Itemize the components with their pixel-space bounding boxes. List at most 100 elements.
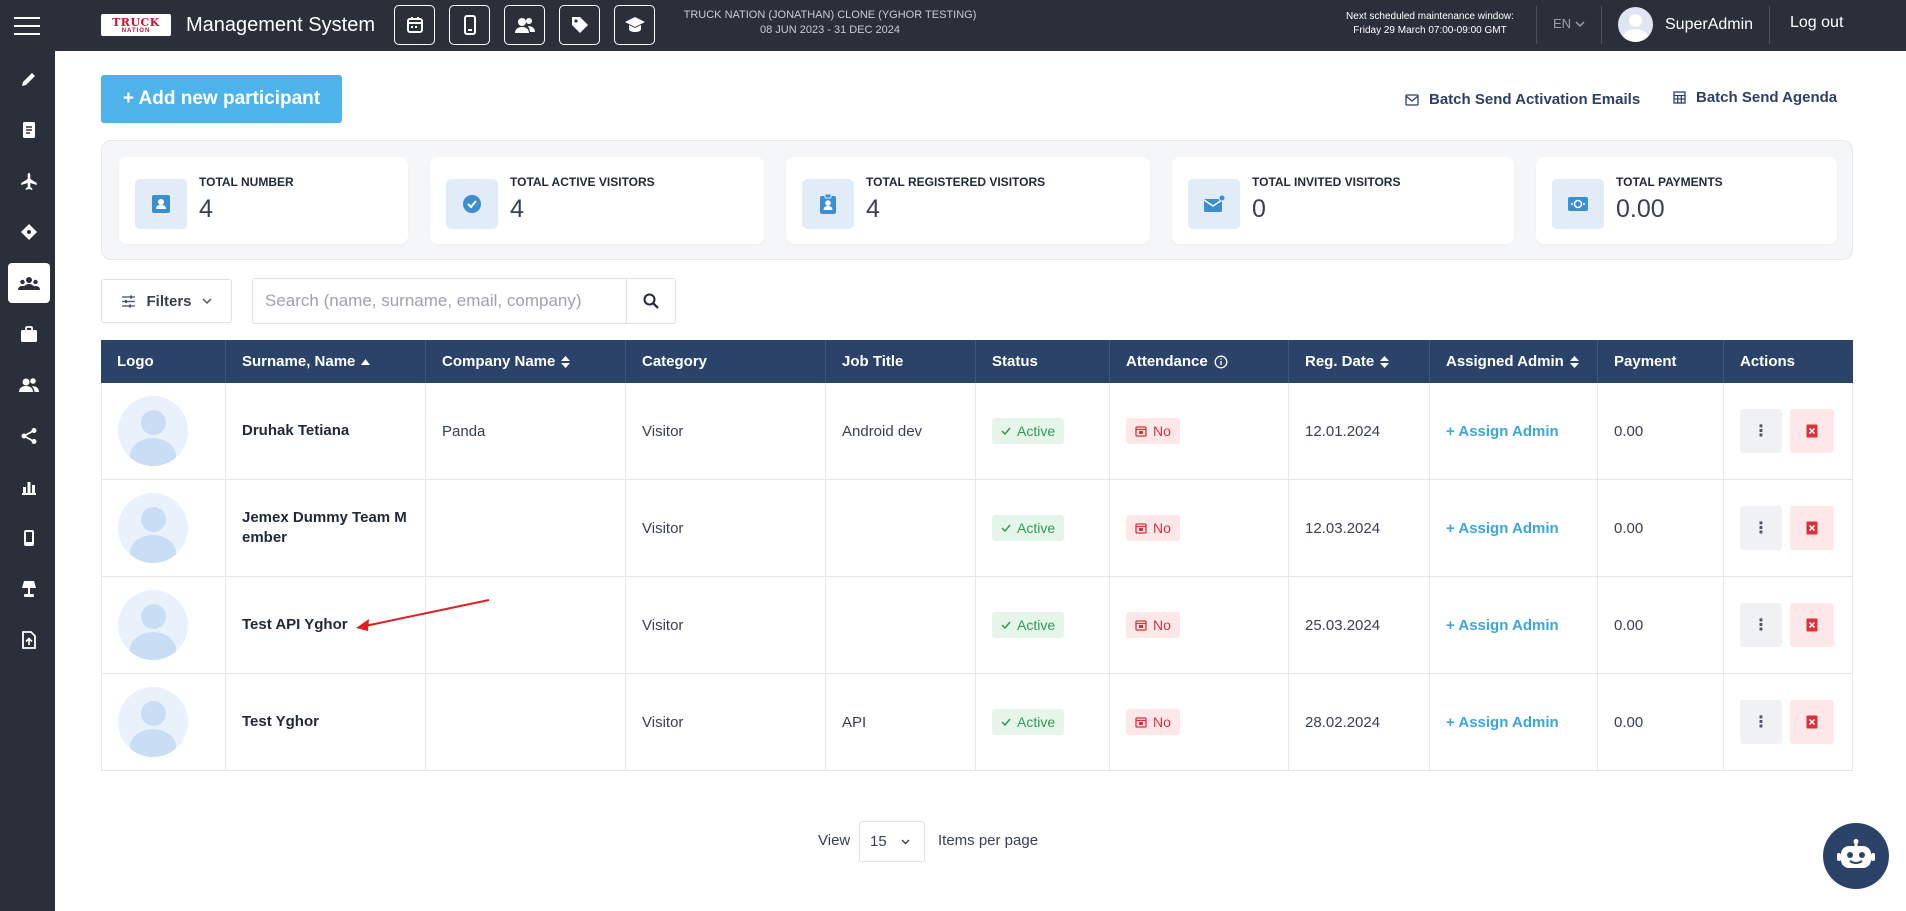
check-icon xyxy=(1001,427,1011,435)
share-icon[interactable] xyxy=(8,416,50,456)
stats-panel: TOTAL NUMBER 4 TOTAL ACTIVE VISITORS 4 T… xyxy=(101,140,1853,260)
column-surname-name[interactable]: Surname, Name xyxy=(226,340,426,383)
tag-icon[interactable] xyxy=(559,5,600,45)
column-assigned-admin[interactable]: Assigned Admin xyxy=(1430,340,1598,383)
users-icon[interactable] xyxy=(504,5,545,45)
delete-button[interactable] xyxy=(1790,603,1834,647)
maintenance-notice: Next scheduled maintenance window: Frida… xyxy=(1330,10,1530,38)
event-info: TRUCK NATION (JONATHAN) CLONE (YGHOR TES… xyxy=(680,8,980,38)
logout-button[interactable]: Log out xyxy=(1790,14,1844,31)
pencil-icon[interactable] xyxy=(8,59,50,99)
payment: 0.00 xyxy=(1598,383,1724,479)
batch-send-agenda-button[interactable]: Batch Send Agenda xyxy=(1673,89,1837,106)
more-actions-button[interactable]: ⋮ xyxy=(1740,506,1782,550)
hamburger-menu-icon[interactable] xyxy=(14,17,40,35)
stat-card-total-registered-visitors: TOTAL REGISTERED VISITORS 4 xyxy=(786,157,1150,244)
column-company-name[interactable]: Company Name xyxy=(426,340,626,383)
assign-admin-link[interactable]: + Assign Admin xyxy=(1446,713,1559,731)
avatar xyxy=(118,396,188,466)
search-input[interactable] xyxy=(252,278,627,324)
category: Visitor xyxy=(626,383,826,479)
id-card-icon xyxy=(135,179,187,229)
mobile-icon[interactable] xyxy=(449,5,490,45)
assign-admin-link[interactable]: + Assign Admin xyxy=(1446,519,1559,537)
check-icon xyxy=(1001,718,1011,726)
delete-button[interactable] xyxy=(1790,409,1834,453)
event-name: TRUCK NATION (JONATHAN) CLONE (YGHOR TES… xyxy=(683,9,977,21)
user-menu[interactable]: SuperAdmin xyxy=(1618,7,1753,42)
participant-name[interactable]: Test API Yghor xyxy=(226,577,426,673)
file-upload-icon[interactable] xyxy=(8,620,50,660)
reg-date: 12.03.2024 xyxy=(1289,480,1430,576)
filters-label: Filters xyxy=(146,292,192,310)
truck-nation-logo[interactable]: TRUCK NATION xyxy=(101,14,171,36)
status-badge: Active xyxy=(992,515,1065,541)
ticket-icon[interactable] xyxy=(8,212,50,252)
attendance-badge: No xyxy=(1126,709,1180,735)
table-row[interactable]: Druhak Tetiana Panda Visitor Android dev… xyxy=(101,383,1853,480)
users-icon[interactable] xyxy=(8,365,50,405)
graduation-cap-icon[interactable] xyxy=(614,5,655,45)
stat-label: TOTAL INVITED VISITORS xyxy=(1252,175,1401,189)
participant-name[interactable]: Jemex Dummy Team M ember xyxy=(226,480,426,576)
chatbot-icon[interactable] xyxy=(1823,823,1889,889)
mobile-icon[interactable] xyxy=(8,518,50,558)
calendar-x-icon xyxy=(1135,426,1147,437)
job-title: API xyxy=(826,674,976,770)
assign-admin-link[interactable]: + Assign Admin xyxy=(1446,422,1559,440)
participants-icon[interactable] xyxy=(8,263,50,303)
chevron-down-icon xyxy=(901,839,910,844)
participant-name[interactable]: Druhak Tetiana xyxy=(226,383,426,479)
sidebar xyxy=(0,51,55,911)
delete-button[interactable] xyxy=(1790,700,1834,744)
items-per-page-select[interactable]: 15 xyxy=(859,821,925,862)
batch-send-activation-emails-button[interactable]: Batch Send Activation Emails xyxy=(1405,91,1640,108)
table-row[interactable]: Jemex Dummy Team M ember Visitor Active … xyxy=(101,480,1853,577)
stat-value: 4 xyxy=(510,195,524,223)
chevron-down-icon xyxy=(1575,20,1585,27)
avatar xyxy=(118,687,188,757)
logo-text-line2: NATION xyxy=(121,27,151,34)
bar-chart-icon[interactable] xyxy=(8,467,50,507)
status-badge: Active xyxy=(992,418,1065,444)
assign-admin-link[interactable]: + Assign Admin xyxy=(1446,616,1559,634)
plane-icon[interactable] xyxy=(8,161,50,201)
job-title: Android dev xyxy=(826,383,976,479)
delete-button[interactable] xyxy=(1790,506,1834,550)
add-new-participant-button[interactable]: + Add new participant xyxy=(101,75,342,123)
column-attendance: Attendance xyxy=(1110,340,1289,383)
language-selector[interactable]: EN xyxy=(1553,16,1585,31)
job-title xyxy=(826,577,976,673)
table-row[interactable]: Test Yghor Visitor API Active No 28.02.2… xyxy=(101,674,1853,771)
payment: 0.00 xyxy=(1598,674,1724,770)
more-actions-button[interactable]: ⋮ xyxy=(1740,700,1782,744)
more-actions-button[interactable]: ⋮ xyxy=(1740,409,1782,453)
attendance-badge: No xyxy=(1126,515,1180,541)
top-bar: TRUCK NATION Management System TRUCK NAT… xyxy=(0,0,1906,51)
attendance-badge: No xyxy=(1126,612,1180,638)
lamp-icon[interactable] xyxy=(8,569,50,609)
stat-card-total-payments: TOTAL PAYMENTS 0.00 xyxy=(1536,157,1837,244)
participants-table: Logo Surname, Name Company Name Category… xyxy=(101,340,1853,771)
briefcase-icon[interactable] xyxy=(8,314,50,354)
table-row[interactable]: Test API Yghor Visitor Active No 25.03.2… xyxy=(101,577,1853,674)
participant-name[interactable]: Test Yghor xyxy=(226,674,426,770)
document-icon[interactable] xyxy=(8,110,50,150)
column-reg-date[interactable]: Reg. Date xyxy=(1289,340,1430,383)
more-actions-button[interactable]: ⋮ xyxy=(1740,603,1782,647)
batch-agenda-label: Batch Send Agenda xyxy=(1696,89,1838,106)
username: SuperAdmin xyxy=(1665,15,1754,33)
sort-icon xyxy=(561,355,571,368)
check-circle-icon xyxy=(446,179,498,229)
calendar-icon[interactable] xyxy=(394,5,435,45)
stat-value: 0 xyxy=(1252,195,1266,223)
stat-value: 4 xyxy=(866,195,880,223)
stat-card-total-number: TOTAL NUMBER 4 xyxy=(119,157,408,244)
filters-button[interactable]: Filters xyxy=(101,279,232,323)
search-button[interactable] xyxy=(627,278,676,324)
stat-label: TOTAL PAYMENTS xyxy=(1616,175,1723,189)
mail-icon xyxy=(1188,179,1240,229)
info-icon[interactable] xyxy=(1214,355,1228,369)
category: Visitor xyxy=(626,674,826,770)
divider xyxy=(1601,6,1602,44)
